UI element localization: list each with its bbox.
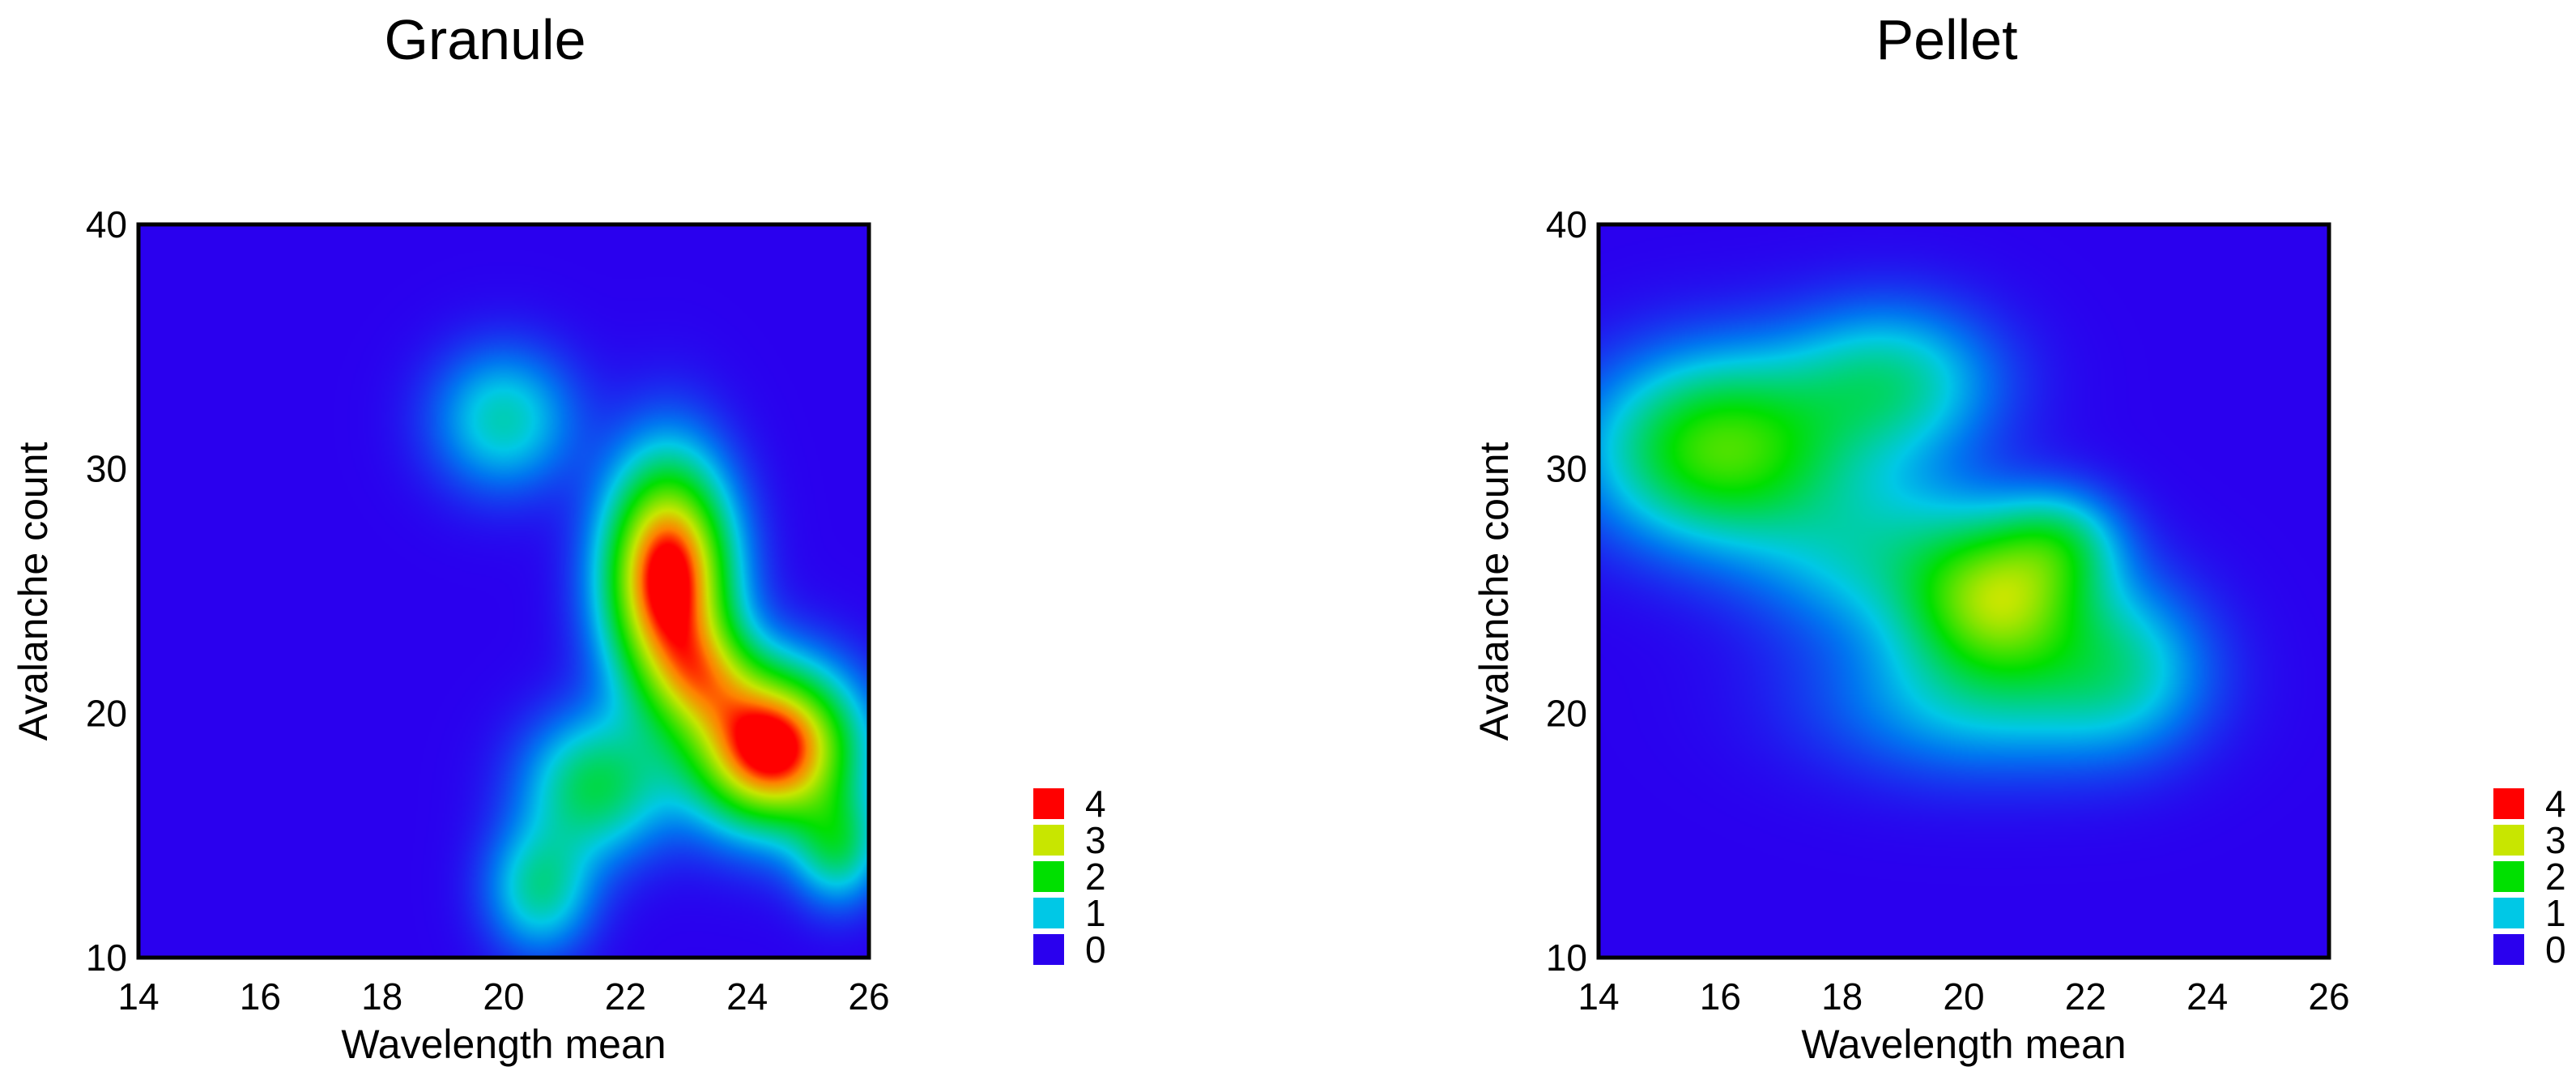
legend-swatch [1033,898,1064,928]
axis-ticks: 14 16 18 20 22 24 26 10 20 30 40 [86,203,890,1018]
legend-swatch [2493,788,2524,819]
legend-label: 0 [1085,928,1106,971]
x-tick-label: 18 [361,975,402,1018]
x-tick-label: 16 [240,975,281,1018]
plot-frame [136,222,871,960]
chart-title: Granule [384,8,585,71]
y-tick-label: 10 [86,937,127,979]
x-tick-label: 20 [1943,975,1984,1018]
legend-label: 1 [1085,892,1106,934]
x-tick-label: 14 [1578,975,1619,1018]
legend-swatch [1033,788,1064,819]
x-tick-label: 20 [483,975,524,1018]
y-tick-label: 40 [1546,203,1587,245]
legend-label: 4 [2545,783,2566,825]
y-tick-label: 30 [1546,448,1587,490]
y-axis-label: Avalanche count [11,442,56,740]
x-axis-label: Wavelength mean [341,1022,666,1067]
y-tick-label: 20 [86,692,127,734]
legend-swatch [2493,861,2524,892]
legend-label: 0 [2545,928,2566,971]
legend-swatch [2493,898,2524,928]
legend-swatch [1033,861,1064,892]
y-tick-label: 20 [1546,692,1587,734]
x-tick-label: 26 [2308,975,2349,1018]
legend-label: 2 [1085,856,1106,898]
axis-ticks: 14 16 18 20 22 24 26 10 20 30 40 [1546,203,2350,1018]
chart-title: Pellet [1876,8,2017,71]
y-tick-label: 40 [86,203,127,245]
legend-label: 3 [2545,819,2566,861]
heatmap-surface [1599,224,2329,958]
legend-swatch [1033,825,1064,856]
legend-swatch [1033,934,1064,965]
y-axis-label: Avalanche count [1471,442,1517,740]
x-tick-label: 26 [848,975,889,1018]
x-axis-label: Wavelength mean [1801,1022,2126,1067]
legend-label: 3 [1085,819,1106,861]
legend-swatch [2493,934,2524,965]
x-tick-label: 24 [2186,975,2228,1018]
y-tick-label: 10 [1546,937,1587,979]
legend-label: 1 [2545,892,2566,934]
legend-label: 2 [2545,856,2566,898]
x-tick-label: 22 [605,975,646,1018]
plot-frame [1596,222,2331,960]
x-tick-label: 18 [1821,975,1863,1018]
legend-label: 4 [1085,783,1106,825]
legend-swatch [2493,825,2524,856]
x-tick-label: 14 [117,975,159,1018]
x-tick-label: 16 [1700,975,1741,1018]
x-tick-label: 24 [726,975,768,1018]
x-tick-label: 22 [2065,975,2106,1018]
y-tick-label: 30 [86,448,127,490]
heatmap-surface [138,224,869,958]
